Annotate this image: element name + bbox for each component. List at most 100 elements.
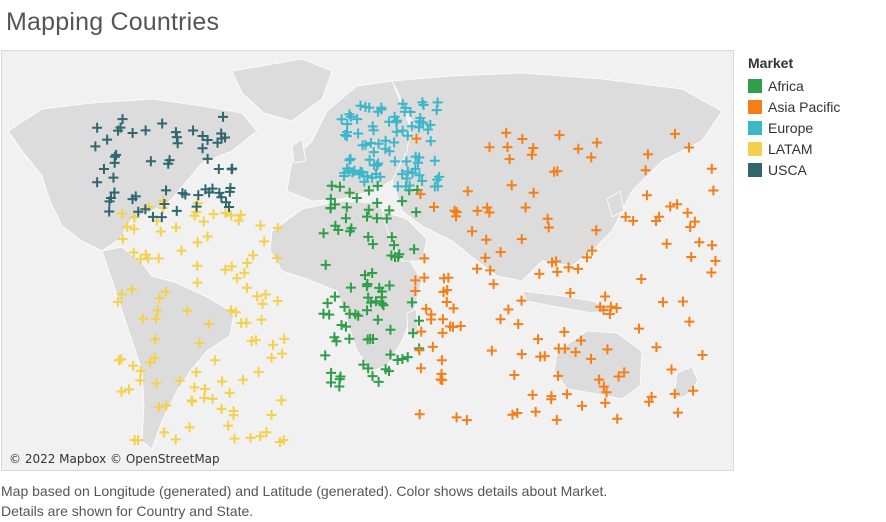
plus-icon[interactable] — [706, 267, 717, 278]
plus-icon[interactable] — [226, 305, 237, 316]
plus-icon[interactable] — [363, 185, 374, 196]
legend-item-usca[interactable]: USCA — [748, 159, 840, 180]
plus-icon[interactable] — [363, 204, 374, 215]
plus-icon[interactable] — [236, 317, 247, 328]
plus-icon[interactable] — [272, 295, 283, 306]
plus-icon[interactable] — [411, 133, 422, 144]
plus-icon[interactable] — [318, 228, 329, 239]
plus-icon[interactable] — [331, 336, 342, 347]
plus-icon[interactable] — [683, 142, 694, 153]
plus-icon[interactable] — [160, 286, 171, 297]
plus-icon[interactable] — [389, 111, 400, 122]
plus-icon[interactable] — [598, 305, 609, 316]
plus-icon[interactable] — [586, 152, 597, 163]
plus-icon[interactable] — [561, 389, 572, 400]
plus-icon[interactable] — [176, 245, 187, 256]
plus-icon[interactable] — [216, 403, 227, 414]
plus-icon[interactable] — [565, 287, 576, 298]
plus-icon[interactable] — [437, 327, 448, 338]
plus-icon[interactable] — [694, 237, 705, 248]
plus-icon[interactable] — [325, 377, 336, 388]
plus-icon[interactable] — [212, 137, 223, 148]
map-canvas[interactable] — [2, 51, 734, 471]
plus-icon[interactable] — [360, 101, 371, 112]
legend-item-latam[interactable]: LATAM — [748, 138, 840, 159]
plus-icon[interactable] — [594, 374, 605, 385]
plus-icon[interactable] — [582, 252, 593, 263]
plus-icon[interactable] — [503, 304, 514, 315]
plus-icon[interactable] — [191, 201, 202, 212]
plus-icon[interactable] — [135, 254, 146, 265]
plus-icon[interactable] — [198, 216, 209, 227]
plus-icon[interactable] — [427, 341, 438, 352]
plus-icon[interactable] — [397, 196, 408, 207]
plus-icon[interactable] — [445, 321, 456, 332]
plus-icon[interactable] — [384, 280, 395, 291]
plus-icon[interactable] — [378, 300, 389, 311]
plus-icon[interactable] — [575, 335, 586, 346]
plus-icon[interactable] — [276, 395, 287, 406]
plus-icon[interactable] — [677, 296, 688, 307]
plus-icon[interactable] — [467, 226, 478, 237]
plus-icon[interactable] — [380, 364, 391, 375]
plus-icon[interactable] — [426, 314, 437, 325]
plus-icon[interactable] — [657, 297, 668, 308]
plus-icon[interactable] — [651, 216, 662, 227]
plus-icon[interactable] — [436, 355, 447, 366]
plus-icon[interactable] — [472, 205, 483, 216]
plus-icon[interactable] — [528, 187, 539, 198]
plus-icon[interactable] — [192, 237, 203, 248]
plus-icon[interactable] — [429, 202, 440, 213]
plus-icon[interactable] — [129, 212, 140, 223]
plus-icon[interactable] — [197, 130, 208, 141]
plus-icon[interactable] — [708, 185, 719, 196]
plus-icon[interactable] — [188, 125, 199, 136]
plus-icon[interactable] — [326, 367, 337, 378]
plus-icon[interactable] — [577, 400, 588, 411]
plus-icon[interactable] — [408, 328, 419, 339]
plus-icon[interactable] — [605, 301, 616, 312]
plus-icon[interactable] — [320, 350, 331, 361]
plus-icon[interactable] — [486, 345, 497, 356]
plus-icon[interactable] — [218, 111, 229, 122]
plus-icon[interactable] — [128, 247, 139, 258]
plus-icon[interactable] — [329, 199, 340, 210]
plus-icon[interactable] — [512, 408, 523, 419]
plus-icon[interactable] — [180, 189, 191, 200]
plus-icon[interactable] — [551, 414, 562, 425]
plus-icon[interactable] — [389, 240, 400, 251]
plus-icon[interactable] — [326, 180, 337, 191]
plus-icon[interactable] — [252, 291, 263, 302]
plus-icon[interactable] — [389, 156, 400, 167]
plus-icon[interactable] — [601, 387, 612, 398]
plus-icon[interactable] — [191, 367, 202, 378]
plus-icon[interactable] — [116, 386, 127, 397]
plus-icon[interactable] — [415, 363, 426, 374]
plus-icon[interactable] — [351, 193, 362, 204]
plus-icon[interactable] — [161, 400, 172, 411]
plus-icon[interactable] — [194, 338, 205, 349]
plus-icon[interactable] — [140, 125, 151, 136]
plus-icon[interactable] — [202, 231, 213, 242]
plus-icon[interactable] — [689, 216, 700, 227]
plus-icon[interactable] — [224, 387, 235, 398]
plus-icon[interactable] — [552, 266, 563, 277]
plus-icon[interactable] — [441, 296, 452, 307]
plus-icon[interactable] — [451, 412, 462, 423]
plus-icon[interactable] — [397, 98, 408, 109]
plus-icon[interactable] — [133, 206, 144, 217]
plus-icon[interactable] — [612, 413, 623, 424]
plus-icon[interactable] — [224, 202, 235, 213]
plus-icon[interactable] — [409, 244, 420, 255]
plus-icon[interactable] — [684, 316, 695, 327]
plus-icon[interactable] — [367, 239, 378, 250]
plus-icon[interactable] — [344, 155, 355, 166]
plus-icon[interactable] — [651, 342, 662, 353]
plus-icon[interactable] — [670, 128, 681, 139]
plus-icon[interactable] — [112, 296, 123, 307]
plus-icon[interactable] — [226, 261, 237, 272]
plus-icon[interactable] — [325, 193, 336, 204]
plus-icon[interactable] — [227, 163, 238, 174]
plus-icon[interactable] — [109, 187, 120, 198]
plus-icon[interactable] — [330, 220, 341, 231]
